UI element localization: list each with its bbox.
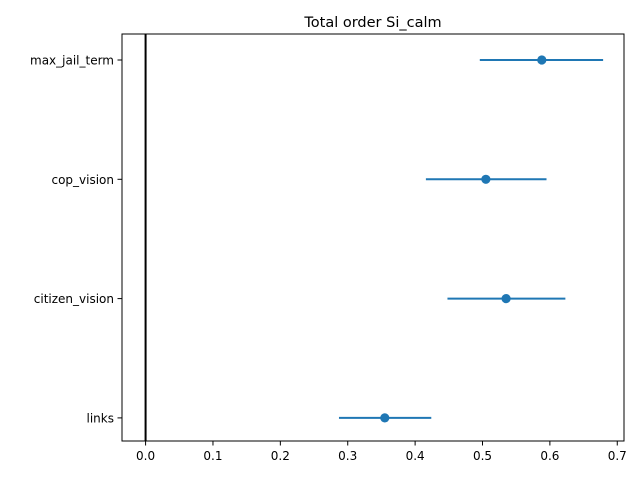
x-tick-label: 0.1 [203,449,222,463]
x-tick-label: 0.5 [473,449,492,463]
y-tick-label-cop-vision: cop_vision [51,173,114,187]
x-tick-label: 0.4 [406,449,425,463]
x-tick-label: 0.6 [540,449,559,463]
x-tick-label: 0.2 [271,449,290,463]
data-point-citizen-vision [501,294,511,304]
data-point-cop-vision [481,174,491,184]
y-tick-label-citizen-vision: citizen_vision [34,292,114,306]
axes: 0.0 0.1 0.2 0.3 0.4 0.5 0.6 0.7 max_jail_termcop… [30,33,627,463]
data-point-max-jail-term [537,55,547,65]
plot-area [144,34,604,441]
y-tick-label-links: links [87,411,114,425]
chart-title: Total order Si_calm [303,15,441,31]
axes-frame [121,33,625,442]
x-tick-label: 0.7 [608,449,627,463]
x-tick-label: 0.0 [136,449,155,463]
y-tick-label-max-jail-term: max_jail_term [30,54,114,68]
x-tick-label: 0.3 [338,449,357,463]
data-point-links [380,413,390,423]
